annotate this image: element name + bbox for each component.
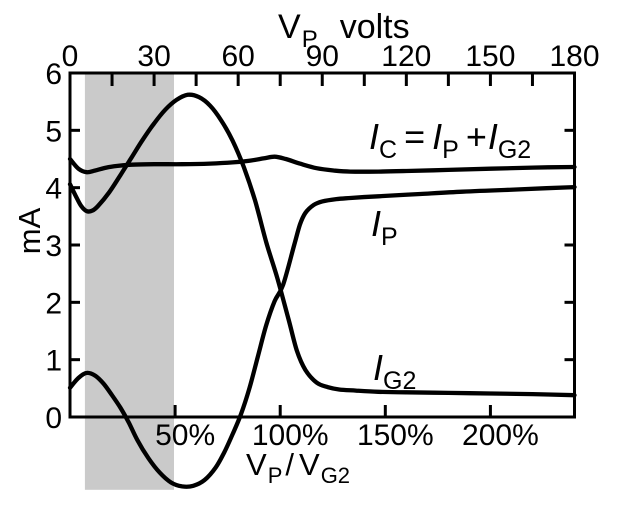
y-axis-tick-label: 0 xyxy=(45,402,62,435)
bottom-axis-tick-label: 100% xyxy=(252,419,329,452)
divider-slash: / xyxy=(285,447,294,482)
ig2-subscript: G2 xyxy=(383,367,417,395)
top-axis-tick-label: 0 xyxy=(62,40,79,73)
plus-sign: + xyxy=(465,116,487,157)
vp-subscript: P xyxy=(267,463,283,488)
top-axis-tick-label: 180 xyxy=(549,40,599,73)
y-axis-tick-label: 5 xyxy=(45,115,62,148)
y-axis-tick-label: 1 xyxy=(45,345,62,378)
ic-symbol: I xyxy=(369,116,380,157)
vg2-symbol: V xyxy=(299,447,320,482)
top-axis-tick-label: 90 xyxy=(306,40,339,73)
ig2-symbol: I xyxy=(487,116,498,157)
ig2-curve-label: IG2 xyxy=(373,347,416,394)
bottom-axis-tick-label: 150% xyxy=(357,419,434,452)
vp-symbol: V xyxy=(278,8,301,46)
y-axis-tick-label: 2 xyxy=(45,287,62,320)
bottom-axis-tick-label: 50% xyxy=(155,419,215,452)
ic-curve-label: IC = IP +IG2 xyxy=(369,116,531,163)
ig2-symbol: I xyxy=(373,347,384,388)
y-axis-title: mA xyxy=(12,207,47,255)
curve-ip xyxy=(67,184,577,489)
ig2-subscript: G2 xyxy=(497,136,532,164)
volts-unit-label: volts xyxy=(339,8,410,46)
vp-symbol: V xyxy=(246,447,267,482)
vg2-subscript: G2 xyxy=(320,463,351,488)
bottom-axis-title: VP/VG2 xyxy=(246,447,350,487)
ip-symbol: I xyxy=(371,203,382,244)
equals-sign: = xyxy=(404,116,426,157)
top-axis-tick-label: 60 xyxy=(221,40,254,73)
ic-subscript: C xyxy=(379,136,398,164)
y-axis-tick-label: 3 xyxy=(45,230,62,263)
curve-ic xyxy=(67,154,577,175)
y-axis-tick-label: 4 xyxy=(45,173,62,206)
curve-ig2 xyxy=(67,92,577,398)
top-axis-tick-label: 150 xyxy=(465,40,515,73)
top-axis-tick-label: 120 xyxy=(381,40,431,73)
top-axis-title: VP volts xyxy=(278,8,410,52)
ip-subscript: P xyxy=(381,223,398,251)
bottom-axis-tick-label: 200% xyxy=(462,419,539,452)
ip-subscript: P xyxy=(442,136,459,164)
top-axis-tick-label: 30 xyxy=(137,40,170,73)
ip-symbol: I xyxy=(432,116,443,157)
ip-curve-label: IP xyxy=(371,203,398,250)
y-axis-tick-label: 6 xyxy=(45,58,62,91)
vp-subscript: P xyxy=(301,26,318,53)
